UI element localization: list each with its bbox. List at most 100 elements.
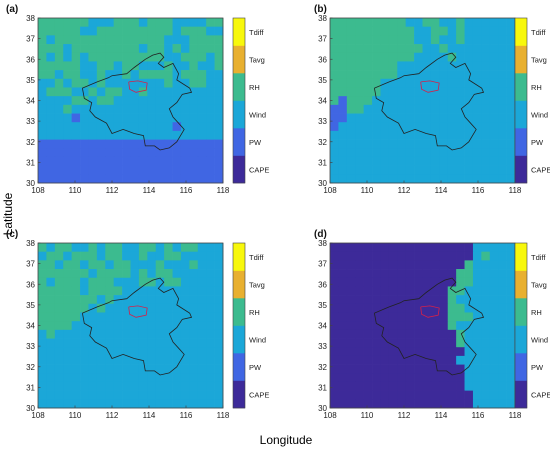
- heatmap-cell: [397, 295, 407, 305]
- heatmap-cell: [214, 260, 224, 270]
- heatmap-cell: [189, 139, 199, 149]
- heatmap-cell: [380, 390, 390, 400]
- heatmap-cell: [189, 286, 199, 296]
- heatmap-cell: [489, 295, 499, 305]
- heatmap-cell: [405, 165, 415, 175]
- heatmap-cell: [388, 148, 398, 158]
- heatmap-cell: [456, 104, 465, 114]
- heatmap-cell: [472, 139, 482, 149]
- heatmap-cell: [472, 44, 482, 54]
- heatmap-cell: [113, 52, 123, 62]
- heatmap-cell: [397, 251, 407, 261]
- heatmap-cell: [481, 390, 491, 400]
- heatmap-cell: [155, 78, 165, 88]
- y-tick-label: 38: [26, 239, 35, 248]
- heatmap-cell: [38, 286, 47, 296]
- heatmap-cell: [164, 44, 173, 54]
- heatmap-cell: [363, 61, 373, 71]
- heatmap-cell: [38, 381, 47, 391]
- heatmap-cell: [422, 347, 432, 357]
- heatmap-cell: [80, 18, 89, 28]
- heatmap-cell: [388, 381, 398, 391]
- heatmap-cell: [180, 347, 190, 357]
- heatmap-cell: [172, 364, 182, 374]
- heatmap-cell: [363, 338, 373, 348]
- heatmap-cell: [46, 390, 56, 400]
- heatmap-cell: [330, 381, 339, 391]
- heatmap-cell: [214, 243, 224, 253]
- heatmap-cell: [338, 243, 348, 253]
- heatmap-cell: [96, 243, 106, 253]
- heatmap-cell: [506, 61, 516, 71]
- heatmap-cell: [405, 355, 415, 365]
- heatmap-cell: [138, 312, 148, 322]
- heatmap-cell: [80, 381, 89, 391]
- heatmap-cell: [46, 399, 56, 409]
- heatmap-cell: [197, 243, 207, 253]
- heatmap-cell: [346, 104, 356, 114]
- heatmap-cell: [122, 269, 131, 279]
- heatmap-cell: [447, 78, 457, 88]
- heatmap-cell: [380, 165, 390, 175]
- y-tick-label: 36: [318, 55, 327, 64]
- heatmap-cell: [147, 260, 157, 270]
- heatmap-cell: [363, 312, 373, 322]
- heatmap-cell: [330, 338, 339, 348]
- heatmap-cell: [481, 277, 491, 287]
- heatmap-cell: [147, 303, 157, 313]
- heatmap-cell: [138, 269, 148, 279]
- heatmap-cell: [372, 87, 381, 97]
- heatmap-cell: [363, 70, 373, 80]
- heatmap-cell: [130, 251, 140, 261]
- heatmap-cell: [346, 52, 356, 62]
- heatmap-cell: [355, 269, 364, 279]
- heatmap-cell: [46, 251, 56, 261]
- heatmap-cell: [164, 260, 173, 270]
- heatmap-cell: [464, 277, 474, 287]
- heatmap-cell: [138, 174, 148, 184]
- heatmap-cell: [447, 251, 457, 261]
- heatmap-cell: [80, 260, 89, 270]
- heatmap-cell: [330, 373, 339, 383]
- heatmap-cell: [489, 373, 499, 383]
- heatmap-cell: [397, 18, 407, 28]
- heatmap-cell: [380, 277, 390, 287]
- heatmap-cell: [430, 347, 440, 357]
- heatmap-cell: [46, 243, 56, 253]
- heatmap-cell: [206, 139, 215, 149]
- x-tick-label: 108: [31, 411, 45, 420]
- heatmap-cell: [189, 381, 199, 391]
- heatmap-cell: [422, 295, 432, 305]
- heatmap-cell: [96, 96, 106, 106]
- panel-label: (d): [314, 229, 327, 240]
- heatmap-cell: [164, 381, 173, 391]
- heatmap-cell: [63, 165, 72, 175]
- heatmap-cell: [130, 130, 140, 140]
- heatmap-cell: [346, 96, 356, 106]
- heatmap-cell: [46, 174, 56, 184]
- heatmap-cell: [122, 243, 131, 253]
- heatmap-cell: [472, 122, 482, 132]
- heatmap-cell: [147, 156, 157, 166]
- heatmap-cell: [338, 277, 348, 287]
- heatmap-cell: [430, 52, 440, 62]
- heatmap-cell: [489, 18, 499, 28]
- heatmap-cell: [214, 338, 224, 348]
- heatmap-cell: [355, 87, 364, 97]
- heatmap-cell: [214, 390, 224, 400]
- heatmap-cell: [498, 390, 507, 400]
- heatmap-cell: [388, 70, 398, 80]
- heatmap-cell: [164, 347, 173, 357]
- heatmap-cell: [80, 355, 89, 365]
- heatmap-cell: [147, 373, 157, 383]
- heatmap-cell: [397, 122, 407, 132]
- heatmap-cell: [439, 78, 449, 88]
- heatmap-cell: [489, 156, 499, 166]
- heatmap-cell: [197, 260, 207, 270]
- heatmap-cell: [464, 364, 474, 374]
- heatmap-cell: [464, 96, 474, 106]
- heatmap-cell: [63, 26, 72, 36]
- heatmap-cell: [472, 260, 482, 270]
- heatmap-cell: [46, 321, 56, 331]
- heatmap-cell: [481, 338, 491, 348]
